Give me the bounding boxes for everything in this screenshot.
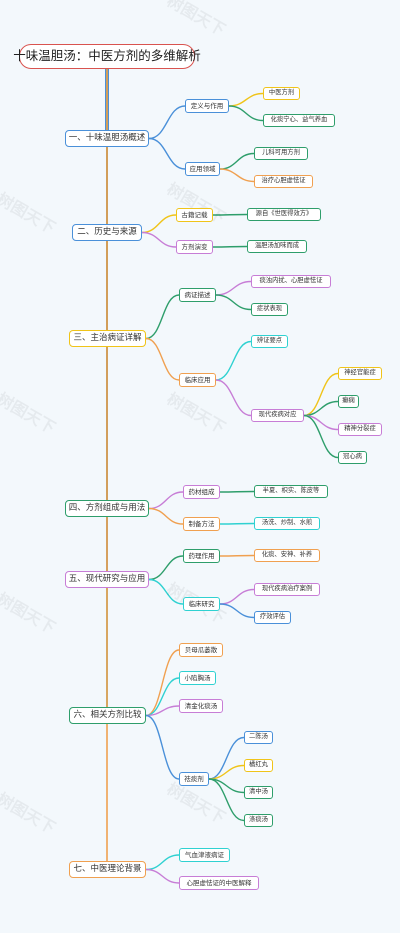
section-3-indications[interactable]: 三、主治病证详解 — [69, 330, 146, 347]
leaf-source[interactable]: 源自《世医得效方》 — [247, 208, 321, 221]
leaf-qingjin-huatan[interactable]: 清金化痰汤 — [179, 699, 223, 713]
topic-definition[interactable]: 定义与作用 — [185, 99, 229, 113]
leaf-treatment[interactable]: 治疗心胆虚怯证 — [254, 175, 313, 188]
leaf-epilepsy[interactable]: 癫痫 — [338, 395, 359, 408]
leaf-diagnosis-points[interactable]: 辨证要点 — [251, 335, 288, 348]
leaf-coronary[interactable]: 冠心病 — [338, 451, 367, 464]
topic-application[interactable]: 应用领域 — [185, 162, 220, 176]
leaf-theory-explanation[interactable]: 心胆虚怯证的中医解释 — [179, 876, 259, 890]
leaf-ditan[interactable]: 涤痰汤 — [244, 814, 273, 827]
leaf-evolution[interactable]: 温胆汤加味而成 — [247, 240, 307, 253]
leaf-pharmacology[interactable]: 化痰、安神、补养 — [254, 549, 320, 562]
topic-clinical-application[interactable]: 临床应用 — [179, 373, 216, 387]
topic-preparation[interactable]: 制备方法 — [183, 517, 220, 531]
leaf-effect[interactable]: 化痰宁心、益气养血 — [263, 114, 335, 127]
leaf-schizophrenia[interactable]: 精神分裂症 — [338, 423, 382, 436]
leaf-tcm-formula[interactable]: 中医方剂 — [263, 87, 300, 100]
topic-pharmacology[interactable]: 药理作用 — [183, 549, 220, 563]
section-4-composition[interactable]: 四、方剂组成与用法 — [65, 500, 149, 517]
leaf-efficacy[interactable]: 疗效评估 — [254, 611, 291, 624]
topic-phlegm-formulas[interactable]: 祛痰剂 — [179, 772, 209, 786]
topic-syndrome-description[interactable]: 病证描述 — [179, 288, 216, 302]
leaf-beimu-gualou[interactable]: 贝母瓜蒌散 — [179, 643, 223, 657]
section-7-theory[interactable]: 七、中医理论背景 — [69, 861, 146, 878]
leaf-qi-blood-fluid[interactable]: 气血津液病证 — [179, 848, 230, 862]
leaf-juhong[interactable]: 橘红丸 — [244, 759, 273, 772]
section-5-research[interactable]: 五、现代研究与应用 — [65, 571, 149, 588]
section-2-history[interactable]: 二、历史与来源 — [72, 224, 142, 241]
section-1-overview[interactable]: 一、十味温胆汤概述 — [65, 130, 149, 147]
topic-ingredients[interactable]: 药材组成 — [183, 485, 220, 499]
leaf-case-studies[interactable]: 现代疾病治疗案例 — [254, 583, 320, 596]
leaf-preparation[interactable]: 汤洗、炒制、水煎 — [254, 517, 320, 530]
leaf-ingredients[interactable]: 半夏、枳实、陈皮等 — [254, 485, 328, 498]
leaf-neurosis[interactable]: 神经官能症 — [338, 367, 382, 380]
topic-modern-diseases[interactable]: 现代疾病对应 — [251, 409, 304, 422]
leaf-erchen[interactable]: 二陈汤 — [244, 731, 273, 744]
section-6-comparison[interactable]: 六、相关方剂比较 — [69, 707, 146, 724]
topic-ancient-record[interactable]: 古籍记载 — [176, 208, 213, 222]
leaf-syndrome[interactable]: 痰浊内扰、心胆虚怯证 — [251, 275, 331, 288]
leaf-pediatric[interactable]: 儿科可用方剂 — [254, 147, 308, 160]
leaf-symptoms[interactable]: 症状表现 — [251, 303, 288, 316]
root-topic[interactable]: 十味温胆汤：中医方剂的多维解析 — [13, 44, 201, 69]
leaf-xiaoxianxiong[interactable]: 小陷胸汤 — [179, 671, 216, 685]
leaf-qingzhong[interactable]: 清中汤 — [244, 786, 273, 799]
topic-evolution[interactable]: 方剂演变 — [176, 240, 213, 254]
topic-clinical-research[interactable]: 临床研究 — [183, 597, 220, 611]
